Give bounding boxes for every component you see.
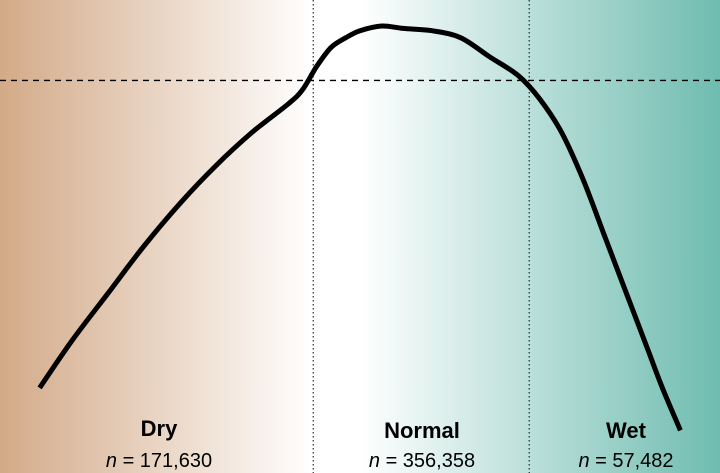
zone-count-normal: n = 356,358 xyxy=(369,450,475,472)
zone-title-normal: Normal xyxy=(384,418,460,443)
zone-count-symbol-normal: n xyxy=(369,450,380,472)
zone-title-dry: Dry xyxy=(141,416,178,441)
series-curve xyxy=(37,23,683,432)
zone-count-dry: n = 171,630 xyxy=(106,450,212,472)
zone-count-symbol-dry: n xyxy=(106,450,117,472)
zone-label-normal: Normal n = 356,358 xyxy=(369,418,475,472)
zone-count-value-dry: = 171,630 xyxy=(117,450,212,472)
zone-label-wet: Wet n = 57,482 xyxy=(578,418,673,472)
zone-title-wet: Wet xyxy=(606,418,647,443)
zone-boundaries xyxy=(312,0,530,473)
zone-count-value-wet: = 57,482 xyxy=(590,450,674,472)
zone-count-symbol-wet: n xyxy=(578,450,589,472)
zone-count-value-normal: = 356,358 xyxy=(380,450,475,472)
zone-label-dry: Dry n = 171,630 xyxy=(106,416,212,472)
zone-count-wet: n = 57,482 xyxy=(578,450,673,472)
